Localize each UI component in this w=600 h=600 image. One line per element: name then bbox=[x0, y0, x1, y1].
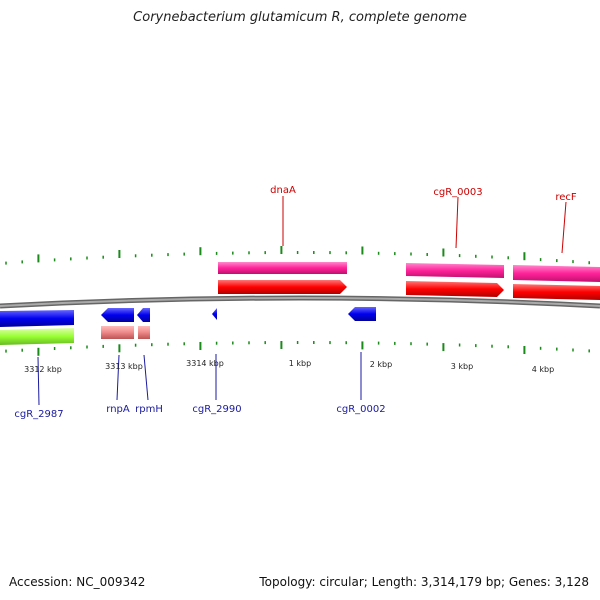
scale-label-3314kbp: 3314 kbp bbox=[186, 359, 224, 368]
gene-label-recF[interactable]: recF bbox=[555, 192, 577, 203]
gene-label-cgR_2990[interactable]: cgR_2990 bbox=[192, 404, 241, 415]
cds-feature-dnaA[interactable] bbox=[218, 280, 347, 294]
leader-line-rnpA bbox=[116, 354, 120, 401]
gene-label-rnpA[interactable]: rnpA bbox=[106, 404, 130, 415]
lower-tick-track bbox=[5, 341, 590, 356]
cds-feature-cgR_2987[interactable] bbox=[0, 310, 74, 327]
scale-label-4kbp: 4 kbp bbox=[532, 365, 554, 374]
upper-tick-track bbox=[5, 246, 590, 265]
scale-label-3kbp: 3 kbp bbox=[451, 362, 473, 371]
cds-feature-rnpA[interactable] bbox=[101, 308, 134, 322]
cds-feature-cgR_0002[interactable] bbox=[348, 307, 376, 321]
gene-feature-recF[interactable] bbox=[513, 265, 600, 282]
leader-line-cgR_0003 bbox=[455, 196, 459, 249]
gene-label-cgR_2987[interactable]: cgR_2987 bbox=[14, 409, 63, 420]
gene-label-cgR_0002[interactable]: cgR_0002 bbox=[336, 404, 385, 415]
cds-feature-recF[interactable] bbox=[513, 284, 600, 300]
gene-feature-rnpA[interactable] bbox=[101, 326, 134, 339]
accession-text: Accession: NC_009342 bbox=[9, 575, 146, 589]
genome-title: Corynebacterium glutamicum R, complete g… bbox=[133, 10, 467, 25]
leader-line-recF bbox=[561, 201, 567, 254]
cds-feature-rpmH[interactable] bbox=[137, 308, 150, 322]
scale-label-2kbp: 2 kbp bbox=[370, 360, 392, 369]
leader-line-cgR_2987 bbox=[37, 356, 40, 406]
gene-feature-cgR_2987[interactable] bbox=[0, 328, 74, 345]
gene-label-dnaA[interactable]: dnaA bbox=[270, 185, 296, 196]
cds-feature-cgR_0003[interactable] bbox=[406, 281, 504, 297]
leader-line-rpmH bbox=[143, 354, 149, 401]
cds-feature-cgR_2990[interactable] bbox=[212, 308, 217, 320]
gene-feature-rpmH[interactable] bbox=[138, 326, 150, 339]
scale-label-3313kbp: 3313 kbp bbox=[105, 362, 143, 371]
genome-summary-text: Topology: circular; Length: 3,314,179 bp… bbox=[259, 575, 589, 589]
gene-label-cgR_0003[interactable]: cgR_0003 bbox=[433, 187, 482, 198]
scale-label-1kbp: 1 kbp bbox=[289, 359, 311, 368]
gene-feature-dnaA[interactable] bbox=[218, 262, 347, 274]
gene-label-rpmH[interactable]: rpmH bbox=[135, 404, 163, 415]
gene-feature-cgR_0003[interactable] bbox=[406, 263, 504, 278]
scale-label-3312kbp: 3312 kbp bbox=[24, 365, 62, 374]
